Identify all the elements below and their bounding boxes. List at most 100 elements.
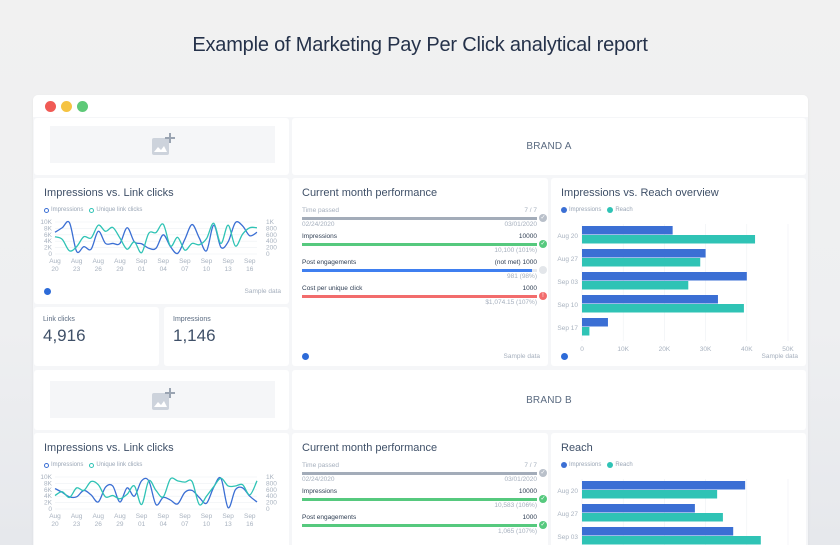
goal-label: Time passed <box>302 207 339 214</box>
svg-text:50K: 50K <box>782 346 794 351</box>
svg-text:Aug 27: Aug 27 <box>557 256 578 263</box>
chart-title: Reach <box>561 442 593 454</box>
chart-title: Impressions vs. Reach overview <box>561 187 719 199</box>
svg-text:800: 800 <box>266 480 277 487</box>
brand-b-performance-card: Current month performance Time passed 7 /… <box>292 433 548 545</box>
legend-reach[interactable]: Reach <box>607 207 633 213</box>
goal-row: Post engagements (not met) 1000 <box>302 259 537 269</box>
svg-text:0: 0 <box>580 346 584 351</box>
period-end: 03/01/2020 <box>504 221 537 228</box>
sample-data-label: Sample data <box>761 353 799 360</box>
performance-goals: Time passed 7 / 7 ✓ 02/24/2020 03/01/2020 Imp… <box>302 207 547 311</box>
legend-link-clicks[interactable]: Unique link clicks <box>89 462 142 468</box>
report-window: BRAND A Impressions vs. Link clicks Impr… <box>33 95 808 545</box>
svg-text:Sep: Sep <box>201 258 213 265</box>
svg-text:Aug: Aug <box>71 513 83 520</box>
svg-text:Sep 03: Sep 03 <box>557 279 578 286</box>
svg-text:10K: 10K <box>40 219 52 226</box>
logo-upload-placeholder[interactable] <box>50 126 275 163</box>
brand-a-logo-card <box>34 118 289 175</box>
minimize-window-button[interactable] <box>61 101 72 112</box>
legend-link-clicks[interactable]: Unique link clicks <box>89 207 142 213</box>
alert-icon: ! <box>539 292 547 300</box>
svg-text:0: 0 <box>48 506 52 513</box>
facebook-icon <box>44 288 51 295</box>
svg-text:400: 400 <box>266 493 277 500</box>
brand-name: BRAND B <box>526 394 572 406</box>
svg-text:0: 0 <box>48 251 52 258</box>
svg-text:Aug: Aug <box>92 258 104 265</box>
check-icon: ✓ <box>539 240 547 248</box>
svg-text:0: 0 <box>266 251 270 258</box>
bar-chart-plot: 0 10K 20K 30K 40K 50K Aug 20 Aug 27 Sep 03 Sep 10… <box>557 224 794 351</box>
legend-reach[interactable]: Reach <box>607 462 633 468</box>
svg-text:10: 10 <box>203 521 211 528</box>
svg-text:20: 20 <box>51 266 59 273</box>
svg-text:Aug 27: Aug 27 <box>557 511 578 518</box>
goal-label: Time passed <box>302 462 339 469</box>
close-window-button[interactable] <box>45 101 56 112</box>
progress-bar: ✓ <box>302 495 547 503</box>
kpi-value: 4,916 <box>43 326 86 345</box>
svg-text:23: 23 <box>73 266 81 273</box>
svg-text:40K: 40K <box>741 346 753 351</box>
goal-row: Impressions 10000 <box>302 488 537 498</box>
maximize-window-button[interactable] <box>77 101 88 112</box>
svg-text:Sep: Sep <box>244 258 256 265</box>
brand-a-line-chart-card: Impressions vs. Link clicks Impressions … <box>34 178 289 304</box>
svg-text:1K: 1K <box>266 219 275 226</box>
kpi-value: 1,146 <box>173 326 216 345</box>
time-passed-row: Time passed 7 / 7 <box>302 462 537 472</box>
svg-text:13: 13 <box>225 266 233 273</box>
svg-text:Aug: Aug <box>71 258 83 265</box>
legend-impressions[interactable]: Impressions <box>561 207 601 213</box>
brand-b-line-chart-card: Impressions vs. Link clicks Impressions … <box>34 433 289 545</box>
svg-text:10: 10 <box>203 266 211 273</box>
logo-upload-placeholder[interactable] <box>50 381 275 418</box>
svg-text:8K: 8K <box>44 225 53 232</box>
performance-goals: Time passed 7 / 7 ✓ 02/24/2020 03/01/2020 Imp… <box>302 462 547 540</box>
brand-name: BRAND A <box>526 141 572 152</box>
brand-b-header: BRAND B <box>292 370 806 430</box>
legend-impressions[interactable]: Impressions <box>44 207 83 213</box>
svg-text:Sep: Sep <box>222 513 234 520</box>
svg-text:04: 04 <box>160 266 168 273</box>
progress-bar: ! <box>302 292 547 300</box>
svg-text:20: 20 <box>51 521 59 528</box>
svg-text:Sep: Sep <box>157 258 169 265</box>
svg-text:200: 200 <box>266 500 277 507</box>
goal-result: 981 (98%) <box>507 273 537 280</box>
chart-legend: Impressions Unique link clicks <box>44 207 142 213</box>
progress-bar: ✓ <box>302 521 547 529</box>
dot-icon <box>607 207 614 213</box>
chart-legend: Impressions Reach <box>561 207 633 213</box>
svg-text:01: 01 <box>138 266 146 273</box>
window-titlebar <box>33 95 808 117</box>
goal-value: 7 / 7 <box>524 462 537 469</box>
kpi-label: Impressions <box>173 316 211 323</box>
bar-chart-plot: Aug 20 Aug 27 Sep 03 <box>557 479 789 545</box>
check-icon: ✓ <box>539 521 547 529</box>
circle-icon <box>44 462 49 468</box>
svg-text:600: 600 <box>266 487 277 494</box>
svg-text:200: 200 <box>266 245 277 252</box>
chart-title: Impressions vs. Link clicks <box>44 187 174 199</box>
goal-result: 1,065 (107%) <box>497 528 537 535</box>
svg-text:Aug 20: Aug 20 <box>557 233 578 240</box>
goal-label: Post engagements <box>302 514 357 521</box>
circle-icon <box>44 207 49 213</box>
svg-text:07: 07 <box>181 266 189 273</box>
svg-text:10K: 10K <box>40 474 52 481</box>
svg-text:10K: 10K <box>617 346 629 351</box>
legend-impressions[interactable]: Impressions <box>44 462 83 468</box>
kpi-impressions: Impressions 1,146 <box>164 307 289 366</box>
add-image-icon <box>151 387 175 410</box>
kpi-label: Link clicks <box>43 316 75 323</box>
svg-text:600: 600 <box>266 232 277 239</box>
page-title: Example of Marketing Pay Per Click analy… <box>192 34 648 56</box>
goal-label: Post engagements <box>302 259 357 266</box>
legend-impressions[interactable]: Impressions <box>561 462 601 468</box>
goal-target: 10000 <box>518 488 537 495</box>
